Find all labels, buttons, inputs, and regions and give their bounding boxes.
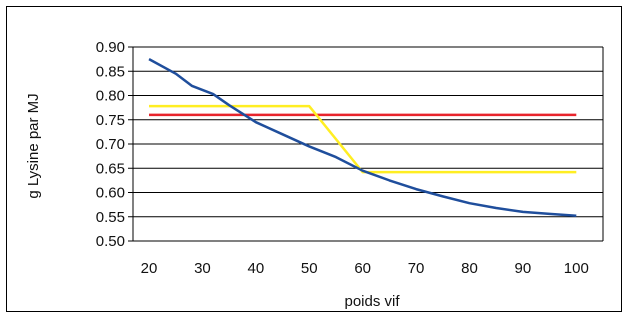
y-tick-label: 0.65 bbox=[96, 160, 125, 177]
x-axis-title: poids vif bbox=[344, 293, 400, 310]
y-tick-label: 0.90 bbox=[96, 39, 125, 56]
series-line-1 bbox=[148, 58, 577, 218]
y-tick-label: 0.75 bbox=[96, 112, 125, 129]
x-tick-label: 90 bbox=[515, 260, 532, 277]
tick-labels: 0.50 0.55 0.60 0.65 0.70 0.75 0.80 0.85 0.90 20 30… bbox=[96, 39, 589, 277]
y-axis-title: g Lysine par MJ bbox=[25, 93, 42, 198]
series-layer bbox=[148, 58, 577, 218]
x-tick-label: 40 bbox=[247, 260, 264, 277]
chart-frame bbox=[6, 6, 622, 312]
y-tick-label: 0.85 bbox=[96, 63, 125, 80]
x-tick-label: 100 bbox=[564, 260, 589, 277]
x-tick-label: 30 bbox=[194, 260, 211, 277]
y-tick-label: 0.80 bbox=[96, 88, 125, 105]
x-tick-label: 60 bbox=[354, 260, 371, 277]
x-tick-label: 80 bbox=[461, 260, 478, 277]
x-tick-label: 20 bbox=[141, 260, 158, 277]
x-tick-label: 70 bbox=[408, 260, 425, 277]
gridlines bbox=[133, 46, 603, 242]
y-tick-label: 0.50 bbox=[96, 233, 125, 250]
axes bbox=[128, 46, 604, 242]
x-tick-label: 50 bbox=[301, 260, 318, 277]
y-tick-label: 0.60 bbox=[96, 185, 125, 202]
y-tick-label: 0.70 bbox=[96, 136, 125, 153]
y-tick-label: 0.55 bbox=[96, 209, 125, 226]
